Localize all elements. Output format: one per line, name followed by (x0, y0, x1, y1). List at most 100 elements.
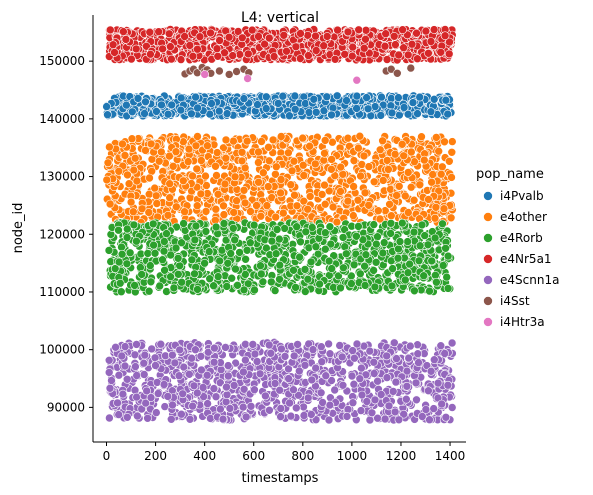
data-point (275, 260, 285, 270)
data-point (249, 220, 259, 230)
data-point (354, 222, 363, 231)
data-point (328, 202, 338, 212)
data-point (338, 170, 348, 179)
data-point (232, 196, 241, 205)
data-point (114, 167, 124, 176)
data-point (371, 239, 381, 249)
data-point (403, 208, 413, 217)
data-point (141, 146, 150, 155)
data-point (296, 237, 305, 247)
data-point (347, 51, 357, 61)
data-point (238, 33, 247, 43)
data-point (240, 198, 250, 208)
data-point (443, 284, 453, 293)
data-point (145, 173, 154, 183)
data-point (129, 207, 138, 216)
data-point (193, 44, 202, 54)
data-point (426, 107, 436, 116)
data-point (163, 109, 173, 119)
data-point (229, 224, 238, 233)
data-point (191, 141, 201, 151)
data-point (320, 149, 329, 158)
data-point (174, 269, 183, 279)
data-point (201, 171, 210, 181)
data-point (292, 201, 302, 211)
data-point (237, 148, 247, 157)
data-point (229, 136, 238, 146)
data-point (447, 148, 457, 157)
data-point (324, 339, 333, 349)
data-point (190, 269, 199, 279)
data-point (223, 258, 233, 268)
data-point (150, 249, 160, 258)
series-e4Rorb (104, 218, 455, 297)
data-point (332, 91, 342, 101)
data-point (176, 105, 186, 115)
data-point (185, 41, 195, 50)
data-point (417, 132, 426, 141)
data-point (429, 25, 439, 34)
data-point (392, 191, 401, 200)
data-point (144, 286, 154, 296)
data-point (105, 142, 114, 152)
data-point (378, 176, 388, 185)
data-point (221, 135, 231, 145)
data-point (378, 248, 388, 258)
data-point (311, 31, 320, 41)
data-point (212, 148, 222, 157)
data-point (239, 94, 249, 103)
data-point (407, 39, 417, 49)
data-point (260, 235, 270, 245)
data-point (322, 32, 332, 41)
data-point (175, 261, 184, 271)
data-point (228, 51, 237, 60)
data-point (369, 177, 379, 187)
data-point (193, 201, 202, 210)
data-point (254, 177, 263, 187)
data-point (285, 111, 294, 120)
data-point (309, 95, 319, 104)
data-point (121, 35, 131, 44)
data-point (171, 147, 181, 156)
data-point (207, 99, 216, 108)
data-point (444, 49, 454, 59)
data-point (336, 283, 345, 293)
data-point (267, 236, 277, 246)
data-point (119, 27, 128, 36)
data-point (235, 248, 244, 257)
data-point (410, 157, 419, 166)
data-point (146, 277, 156, 287)
data-point (343, 196, 353, 206)
data-point (339, 263, 348, 273)
data-point (117, 242, 126, 252)
data-point (442, 272, 452, 282)
data-point (354, 25, 364, 35)
series-e4Nr5a1 (105, 25, 457, 65)
data-point (343, 133, 353, 143)
data-point (165, 179, 174, 188)
data-point (213, 51, 223, 61)
data-point (262, 201, 272, 210)
data-point (244, 49, 253, 59)
data-point (305, 141, 314, 151)
data-point (406, 182, 416, 192)
data-point (394, 93, 403, 102)
data-point (289, 265, 298, 275)
data-point (421, 26, 431, 36)
data-point (176, 93, 186, 103)
data-point (117, 249, 127, 259)
data-point (213, 272, 223, 281)
data-point (430, 233, 440, 243)
data-point (349, 260, 359, 270)
data-point (276, 188, 285, 198)
data-point (106, 230, 116, 239)
data-point (233, 280, 242, 290)
data-point (425, 286, 434, 296)
data-point (118, 139, 127, 149)
data-point (212, 171, 221, 180)
data-point (163, 211, 173, 220)
data-point (264, 143, 273, 152)
data-point (152, 107, 161, 116)
data-point (130, 281, 139, 290)
data-point (403, 50, 413, 60)
